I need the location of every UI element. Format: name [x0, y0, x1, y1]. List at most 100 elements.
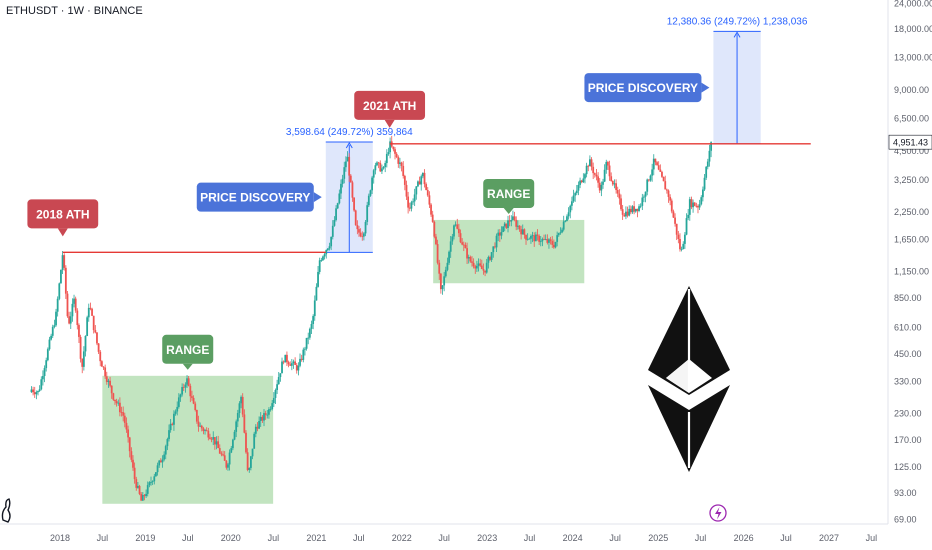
candle-down [608, 160, 611, 181]
candle-up [634, 208, 637, 213]
candle-down [474, 264, 477, 274]
price-axis[interactable]: 24,000.00 18,000.00 13,000.00 9,000.00 6,500… [887, 0, 932, 525]
candle-down [425, 182, 428, 191]
candle-down [105, 371, 108, 385]
candle-up [703, 174, 706, 192]
candle-down [112, 392, 115, 401]
candle-down [513, 211, 516, 222]
candle-down [222, 450, 224, 457]
candle-down [457, 223, 460, 237]
price-tick-label: 18,000.00 [894, 24, 932, 34]
candle-down [438, 259, 441, 280]
time-tick-label: 2027 [819, 533, 839, 543]
candle-up [318, 257, 321, 275]
candle-down [430, 203, 432, 217]
candle-down [377, 161, 380, 169]
flash-icon[interactable] [709, 504, 727, 522]
time-tick-label: Jul [353, 533, 365, 543]
candle-down [358, 225, 360, 237]
candle-up [638, 204, 640, 213]
candle-up [166, 437, 169, 451]
time-tick-label: Jul [438, 533, 450, 543]
time-tick-label: 2020 [221, 533, 241, 543]
candle-down [202, 426, 205, 435]
callout-price-discovery[interactable]: PRICE DISCOVERY [196, 182, 322, 212]
candle-up [346, 151, 349, 162]
candle-down [695, 202, 698, 208]
candle-down [533, 232, 536, 247]
candle-down [91, 307, 93, 317]
candle-down [218, 444, 221, 454]
time-tick-label: 2025 [648, 533, 668, 543]
candle-up [73, 294, 75, 308]
candle-up [415, 186, 418, 200]
candle-up [279, 373, 282, 382]
candle-down [538, 234, 541, 246]
candle-down [654, 158, 657, 166]
candle-up [86, 315, 89, 337]
candle-up [497, 229, 500, 242]
callout-2021-ath[interactable]: 2021 ATH [354, 90, 426, 128]
candle-down [552, 239, 555, 249]
candle-down [670, 198, 673, 214]
range-box[interactable] [433, 219, 585, 284]
candle-down [182, 383, 185, 392]
time-tick-label: Jul [97, 533, 109, 543]
candle-up [369, 189, 372, 197]
candle-up [682, 241, 685, 250]
candle-up [512, 210, 514, 221]
candle-up [325, 249, 328, 259]
candle-down [520, 225, 523, 240]
callout-price-discovery[interactable]: PRICE DISCOVERY [584, 73, 710, 103]
candle-up [137, 481, 139, 489]
candle-down [636, 208, 639, 218]
candle-down [32, 386, 34, 396]
candle-up [413, 188, 416, 207]
candle-up [600, 181, 603, 197]
candle-up [320, 257, 323, 262]
candle-up [557, 232, 560, 237]
time-axis[interactable]: 2018 Jul 2019 Jul 2020 Jul 2021 Jul 2022 Jul 2023 J… [0, 523, 888, 543]
candle-down [205, 427, 208, 432]
candle-up [174, 409, 177, 416]
candle-up [30, 386, 33, 393]
candle-down [225, 460, 228, 470]
candle-down [351, 180, 354, 202]
candle-up [584, 172, 586, 184]
candle-up [146, 481, 149, 497]
candle-up [173, 410, 175, 431]
candle-down [665, 188, 668, 194]
callout-2018-ath[interactable]: 2018 ATH [27, 199, 99, 237]
candle-up [69, 311, 72, 329]
candle-down [294, 357, 297, 366]
candle-down [590, 157, 593, 171]
candle-up [376, 161, 378, 167]
candle-up [51, 324, 54, 339]
candle-down [515, 216, 518, 231]
candle-down [356, 220, 359, 235]
candle-up [333, 216, 336, 227]
candle-up [625, 206, 627, 220]
candle-up [253, 431, 256, 449]
candle-up [284, 354, 287, 363]
candle-up [387, 147, 390, 156]
candle-down [407, 191, 410, 214]
candle-up [274, 388, 277, 404]
candle-down [598, 178, 601, 194]
candle-up [281, 357, 283, 374]
range-box[interactable] [102, 375, 274, 504]
candle-down [127, 425, 129, 443]
candle-down [353, 197, 355, 212]
candle-down [621, 204, 624, 220]
candle-down [64, 265, 67, 299]
candle-down [505, 223, 508, 230]
candle-up [412, 198, 414, 205]
candle-up [372, 168, 375, 184]
candle-up [87, 303, 90, 322]
candle-down [243, 409, 246, 434]
candle-down [361, 231, 364, 241]
candle-up [495, 233, 498, 252]
callout-range[interactable]: RANGE [162, 334, 214, 370]
callout-range[interactable]: RANGE [483, 178, 535, 214]
